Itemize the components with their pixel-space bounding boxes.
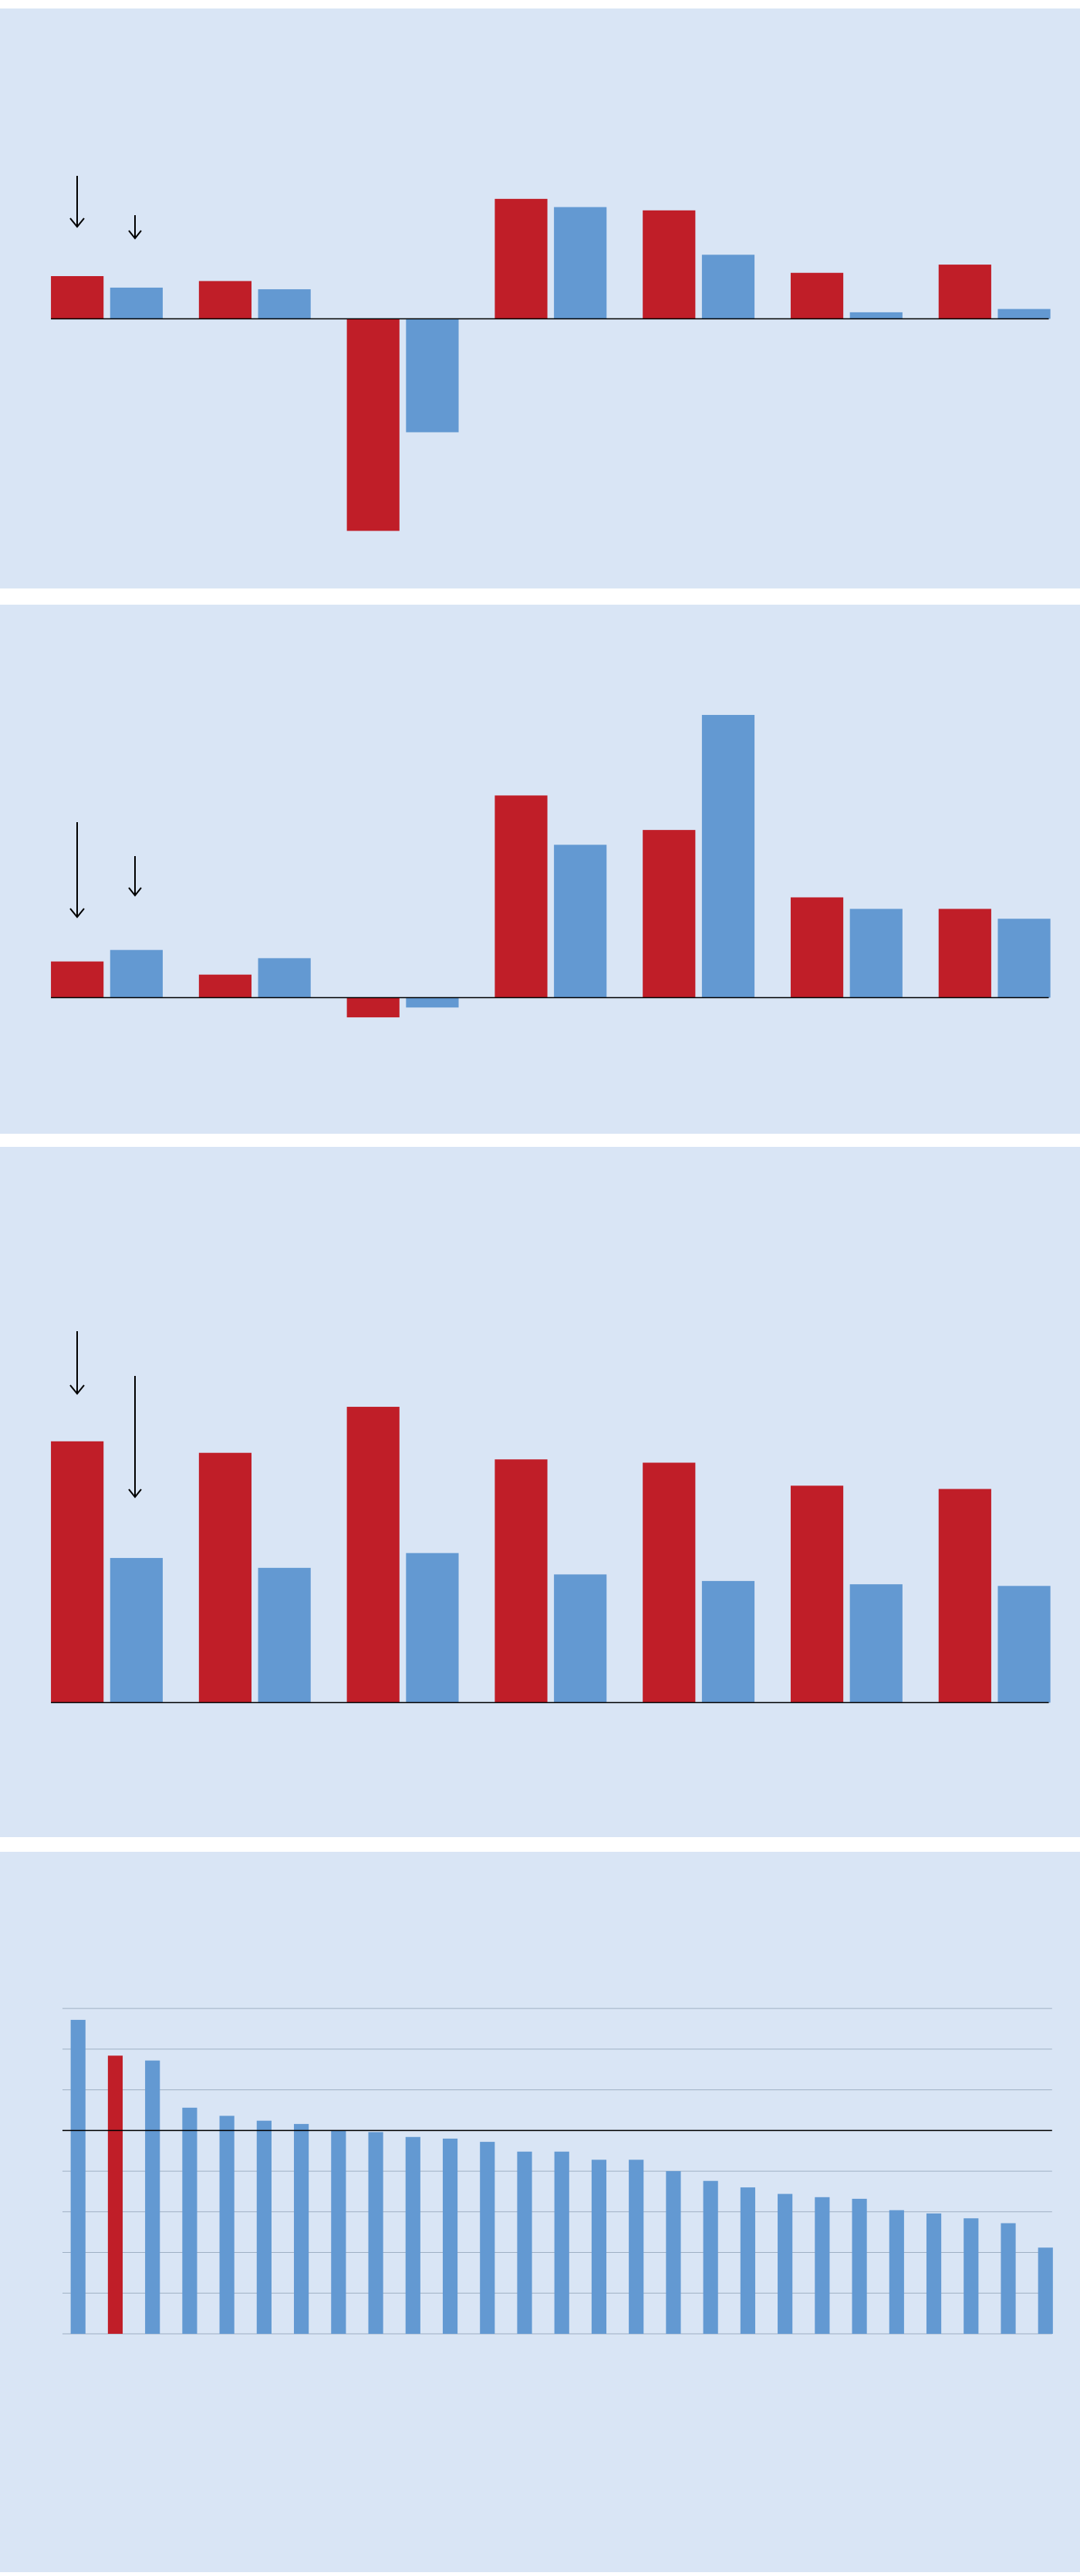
bar [346,319,400,531]
bar [346,997,400,1018]
arrow [69,176,85,228]
bar [406,1553,459,1703]
bar [554,1574,607,1703]
bar [517,2151,532,2334]
bar [198,281,252,319]
arrows [69,176,142,1499]
bar [666,2171,681,2334]
bar [849,1584,903,1703]
arrow [69,822,85,919]
bar [703,2180,718,2334]
bar [145,2060,160,2334]
bar [258,958,311,998]
bar [258,289,311,319]
bar [643,830,696,998]
bar [926,2213,942,2334]
bar [331,2130,346,2334]
bar [1001,2223,1016,2334]
bar [790,272,844,319]
bar [554,2151,569,2334]
bar [494,795,548,998]
bar [938,265,991,319]
bar [815,2197,830,2334]
bar [1038,2247,1053,2334]
bar [51,1441,104,1703]
bar [406,997,459,1008]
bar [852,2198,867,2334]
bar [107,2055,123,2334]
bar [110,949,163,998]
bar [294,2123,309,2334]
bar [997,919,1051,998]
bar [643,210,696,319]
bar [938,1489,991,1703]
bar [964,2218,979,2334]
bar [591,2160,607,2334]
bar [405,2136,420,2334]
bar [442,2138,458,2334]
bar [182,2107,197,2334]
bar [258,1567,311,1703]
bar [740,2187,755,2334]
bar [480,2142,495,2334]
arrow [128,215,142,240]
bar [368,2132,383,2334]
bar [70,2019,86,2334]
bar [554,845,607,998]
bar [790,897,844,998]
bar [554,207,607,319]
bar [51,961,104,998]
bar [346,1407,400,1703]
bar [701,714,755,998]
bar [701,255,755,319]
bar [997,309,1051,319]
bar [256,2120,272,2334]
bar [889,2210,904,2334]
bar [643,1462,696,1703]
bar [938,909,991,998]
arrow [69,1331,85,1395]
bar [198,1452,252,1703]
arrow [128,856,142,897]
bar [849,909,903,998]
bar [494,198,548,319]
arrow [128,1376,142,1499]
bar [198,974,252,998]
bar [51,276,104,319]
bar [406,319,459,433]
bar [849,312,903,319]
bar [778,2193,793,2334]
bar [997,1586,1051,1703]
bar [629,2160,644,2334]
bar [219,2116,235,2334]
bar [790,1485,844,1703]
bar [494,1459,548,1703]
bar [701,1580,755,1703]
bar [110,287,163,319]
bar [110,1558,163,1703]
